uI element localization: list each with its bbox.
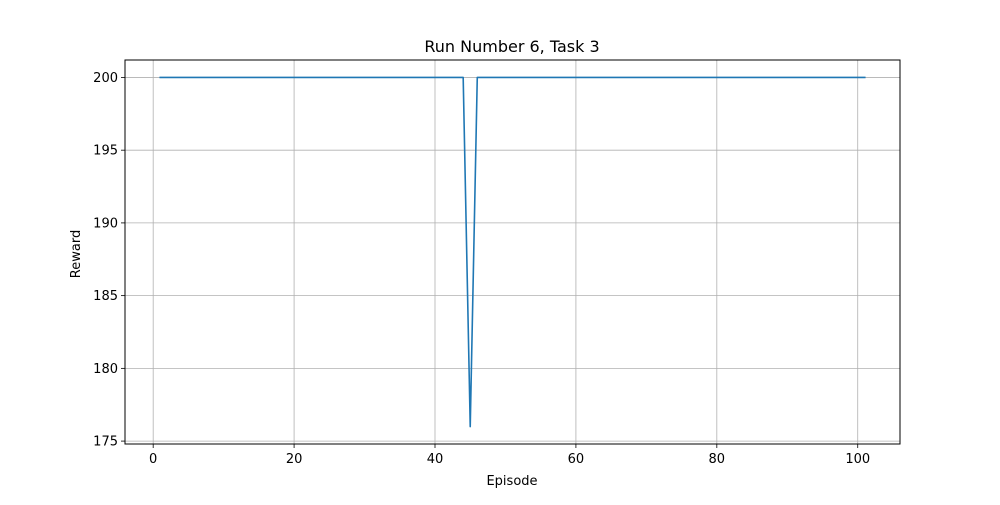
- x-axis-label: Episode: [486, 474, 537, 489]
- y-tick-label: 190: [93, 216, 118, 231]
- x-tick-label: 0: [149, 452, 157, 467]
- x-tick-label: 20: [286, 452, 303, 467]
- x-tick-label: 40: [427, 452, 444, 467]
- x-tick-label: 100: [845, 452, 870, 467]
- x-tick-label: 60: [568, 452, 585, 467]
- y-axis-label: Reward: [69, 230, 84, 278]
- plot-area-frame: [124, 59, 901, 445]
- y-tick-label: 180: [93, 362, 118, 377]
- y-axis-ticks: 175 180 185 190 195 200: [93, 71, 125, 450]
- x-tick-label: 80: [709, 452, 726, 467]
- y-tick-label: 175: [93, 435, 118, 450]
- y-tick-label: 200: [93, 71, 118, 86]
- y-tick-label: 195: [93, 144, 118, 159]
- x-axis-ticks: 0 20 40 60 80 100: [149, 444, 870, 467]
- y-tick-label: 185: [93, 289, 118, 304]
- series-layer: [159, 76, 866, 428]
- chart-title: Run Number 6, Task 3: [424, 37, 599, 56]
- series-line: [159, 76, 866, 428]
